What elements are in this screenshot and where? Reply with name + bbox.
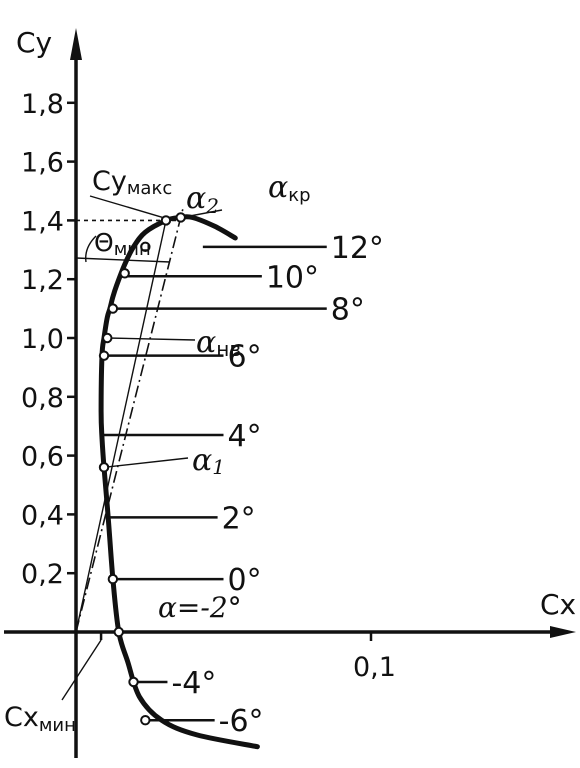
cy-max-label: Cyмакс <box>92 166 172 199</box>
curve-marker-4 <box>102 332 113 344</box>
x-axis-arrow <box>550 626 576 638</box>
curve-marker-1 <box>107 573 119 585</box>
x-tick-labels: 0,1 <box>353 652 396 683</box>
angle-label-3: 6° <box>228 340 262 375</box>
y-tick-label-2: 0,6 <box>21 442 64 473</box>
curve-marker-0 <box>113 626 124 638</box>
cx-min-leader <box>61 639 102 701</box>
curve-marker-8 <box>160 215 172 226</box>
curve-marker-5 <box>107 303 119 314</box>
alpha-nv-label: αнв <box>196 325 241 361</box>
curve-marker-3 <box>98 350 110 361</box>
alpha-nv-leader <box>107 337 196 341</box>
curve-marker-10 <box>128 676 139 688</box>
y-tick-label-6: 1,4 <box>21 206 64 237</box>
x-axis-label: Cx <box>540 588 576 621</box>
alpha-kr-label: αкр <box>268 170 311 206</box>
theta-min-label: Θмин <box>94 228 151 260</box>
theta-arc <box>85 235 97 263</box>
curve-marker-6 <box>119 268 130 279</box>
angle-label-0: 12° <box>331 231 384 266</box>
y-tick-label-4: 1,0 <box>21 324 64 355</box>
y-tick-label-5: 1,2 <box>21 265 64 296</box>
axes <box>4 28 576 758</box>
cy-max-leader <box>89 195 167 220</box>
curve-marker-7 <box>140 241 151 253</box>
angle-label-5: 2° <box>222 501 256 536</box>
y-tick-label-3: 0,8 <box>21 383 64 414</box>
alpha-1-leader <box>103 457 189 469</box>
curve-marker-11 <box>140 715 151 726</box>
alpha-zero-lift-label: α=-2° <box>158 591 242 624</box>
angle-label-4: 4° <box>228 419 262 454</box>
curve-markers <box>98 212 186 726</box>
y-tick-label-7: 1,6 <box>21 148 64 179</box>
y-tick-label-8: 1,8 <box>21 89 64 120</box>
angle-label-6: 0° <box>228 563 262 598</box>
theta-leader <box>75 257 171 263</box>
x-tick-label-0: 0,1 <box>353 652 396 683</box>
angle-label-8: -6° <box>219 704 264 739</box>
y-axis-label: Cy <box>16 26 52 59</box>
angle-labels: 12° 10° 8° 6° 4° 2° 0° -4°-6° <box>171 231 383 739</box>
tangent-line <box>75 220 167 633</box>
angle-label-1: 10° <box>266 260 319 295</box>
y-tick-labels: 0,2 0,4 0,6 0,8 1,0 1,2 1,4 1,6 1,8 <box>21 89 64 590</box>
max-cy-ray <box>75 205 185 633</box>
alpha-2-label: α2 <box>186 181 219 218</box>
cx-min-label: Cxмин <box>4 702 76 736</box>
y-tick-label-0: 0,2 <box>21 559 64 590</box>
y-tick-label-1: 0,4 <box>21 500 64 531</box>
curve-marker-9 <box>175 212 186 223</box>
angle-label-7: -4° <box>171 666 216 701</box>
tick-marks <box>67 101 373 641</box>
angle-label-2: 8° <box>331 293 365 328</box>
curve-marker-2 <box>98 462 110 473</box>
alpha-1-label: α1 <box>192 443 225 479</box>
angle-leaders <box>101 245 327 722</box>
y-axis-arrow <box>70 28 82 60</box>
